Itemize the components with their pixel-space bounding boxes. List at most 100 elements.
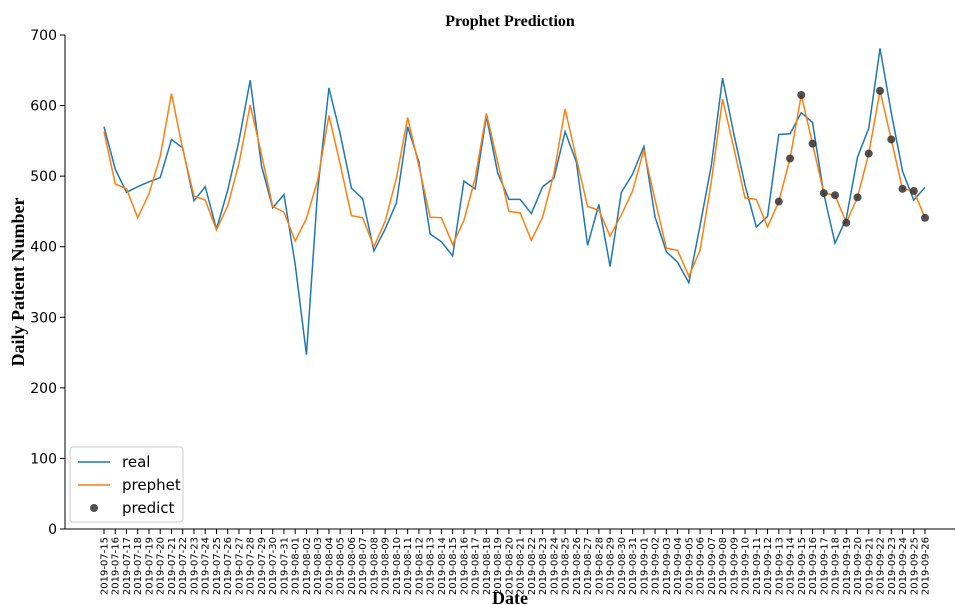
x-tick-label: 2019-09-18 — [831, 537, 842, 595]
x-tick-label: 2019-09-22 — [876, 537, 887, 595]
x-tick-label: 2019-09-04 — [673, 537, 684, 595]
x-tick-label: 2019-08-16 — [459, 537, 470, 595]
point — [853, 193, 862, 202]
point — [876, 86, 885, 95]
x-tick-label: 2019-08-28 — [594, 537, 605, 595]
x-tick-label: 2019-08-24 — [549, 537, 560, 595]
x-tick-label: 2019-08-20 — [504, 537, 515, 595]
point — [842, 218, 851, 227]
x-tick-label: 2019-09-25 — [909, 537, 920, 595]
x-tick-label: 2019-08-15 — [448, 537, 459, 595]
x-tick-label: 2019-08-25 — [561, 537, 572, 595]
point — [797, 90, 806, 99]
x-tick-label: 2019-08-22 — [527, 537, 538, 595]
point — [786, 154, 795, 163]
y-tick-label: 400 — [30, 240, 57, 256]
x-tick-label: 2019-09-01 — [639, 537, 650, 595]
x-tick-label: 2019-09-20 — [853, 537, 864, 595]
x-tick-label: 2019-08-05 — [336, 537, 347, 595]
x-tick-label: 2019-09-13 — [774, 537, 785, 595]
y-tick-label: 200 — [30, 381, 57, 397]
x-tick-label: 2019-07-20 — [156, 537, 167, 595]
legend-label: predict — [122, 499, 175, 517]
x-tick-label: 2019-07-23 — [189, 537, 200, 595]
x-tick-label: 2019-08-18 — [482, 537, 493, 595]
x-tick-label: 2019-07-17 — [122, 537, 133, 595]
x-tick-label: 2019-08-17 — [471, 537, 482, 595]
x-tick-label: 2019-08-03 — [313, 537, 324, 595]
x-tick-label: 2019-08-04 — [324, 537, 335, 595]
x-tick-label: 2019-08-31 — [628, 537, 639, 595]
x-tick-label: 2019-07-24 — [201, 537, 212, 595]
x-tick-label: 2019-08-21 — [516, 537, 527, 595]
x-tick-label: 2019-08-19 — [493, 537, 504, 595]
point — [808, 139, 817, 148]
x-tick-label: 2019-08-02 — [302, 537, 313, 595]
x-tick-label: 2019-09-12 — [763, 537, 774, 595]
x-tick-label: 2019-09-15 — [797, 537, 808, 595]
x-tick-label: 2019-08-09 — [381, 537, 392, 595]
x-tick-label: 2019-08-29 — [606, 537, 617, 595]
legend: real prephet predict — [69, 446, 184, 523]
x-tick-label: 2019-08-11 — [403, 537, 414, 595]
legend-swatch — [90, 504, 98, 512]
x-axis-label: Date — [492, 588, 528, 605]
x-tick-label: 2019-08-26 — [572, 537, 583, 595]
x-tick-label: 2019-08-27 — [583, 537, 594, 595]
legend-label: real — [122, 453, 150, 471]
point — [774, 197, 783, 206]
x-tick-label: 2019-09-26 — [921, 537, 932, 595]
line-real — [103, 48, 926, 355]
x-tick-label: 2019-07-25 — [212, 537, 223, 595]
x-tick-label: 2019-07-21 — [167, 537, 178, 595]
x-tick-label: 2019-09-16 — [808, 537, 819, 595]
y-tick-label: 600 — [30, 99, 57, 115]
y-tick-label: 100 — [30, 451, 57, 467]
x-tick-label: 2019-09-21 — [864, 537, 875, 595]
point — [898, 184, 907, 193]
x-tick-label: 2019-09-06 — [696, 537, 707, 595]
x-tick-label: 2019-09-07 — [707, 537, 718, 595]
x-tick-label: 2019-09-10 — [741, 537, 752, 595]
y-tick-label: 700 — [30, 28, 57, 44]
x-tick-label: 2019-09-08 — [718, 537, 729, 595]
x-tick-label: 2019-07-22 — [178, 537, 189, 595]
x-tick-label: 2019-07-30 — [268, 537, 279, 595]
x-tick-label: 2019-08-12 — [414, 537, 425, 595]
x-tick-label: 2019-08-23 — [538, 537, 549, 595]
line-prephet — [103, 90, 926, 279]
x-tick-label: 2019-09-05 — [684, 537, 695, 595]
x-tick-label: 2019-07-18 — [133, 537, 144, 595]
y-tick-label: 500 — [30, 169, 57, 185]
point — [921, 213, 929, 222]
y-axis-label: Daily Patient Number — [8, 198, 28, 367]
x-tick-label: 2019-09-09 — [729, 537, 740, 595]
x-tick-label: 2019-08-13 — [426, 537, 437, 595]
x-tick-label: 2019-08-08 — [369, 537, 380, 595]
x-tick-label: 2019-07-15 — [100, 537, 111, 595]
legend-box — [69, 446, 184, 523]
x-tick-label: 2019-08-30 — [617, 537, 628, 595]
point — [887, 135, 896, 144]
y-tick-label: 300 — [30, 310, 57, 326]
x-tick-label: 2019-09-23 — [887, 537, 898, 595]
x-tick-label: 2019-08-10 — [392, 537, 403, 595]
x-tick-label: 2019-09-19 — [842, 537, 853, 595]
point — [864, 149, 873, 158]
x-tick-label: 2019-07-29 — [257, 537, 268, 595]
x-tick-label: 2019-09-17 — [819, 537, 830, 595]
x-tick-label: 2019-07-27 — [234, 537, 245, 595]
x-tick-label: 2019-09-11 — [752, 537, 763, 595]
x-tick-label: 2019-09-24 — [898, 537, 909, 595]
point — [831, 191, 840, 200]
x-tick-label: 2019-09-03 — [662, 537, 673, 595]
x-tick-label: 2019-07-26 — [223, 537, 234, 595]
x-tick-label: 2019-09-14 — [786, 537, 797, 595]
point — [819, 189, 828, 198]
legend-label: prephet — [122, 476, 181, 494]
x-tick-label: 2019-09-02 — [651, 537, 662, 595]
x-tick-label: 2019-07-19 — [144, 537, 155, 595]
y-tick-label: 0 — [48, 522, 57, 538]
chart-title: Prophet Prediction — [445, 13, 575, 30]
